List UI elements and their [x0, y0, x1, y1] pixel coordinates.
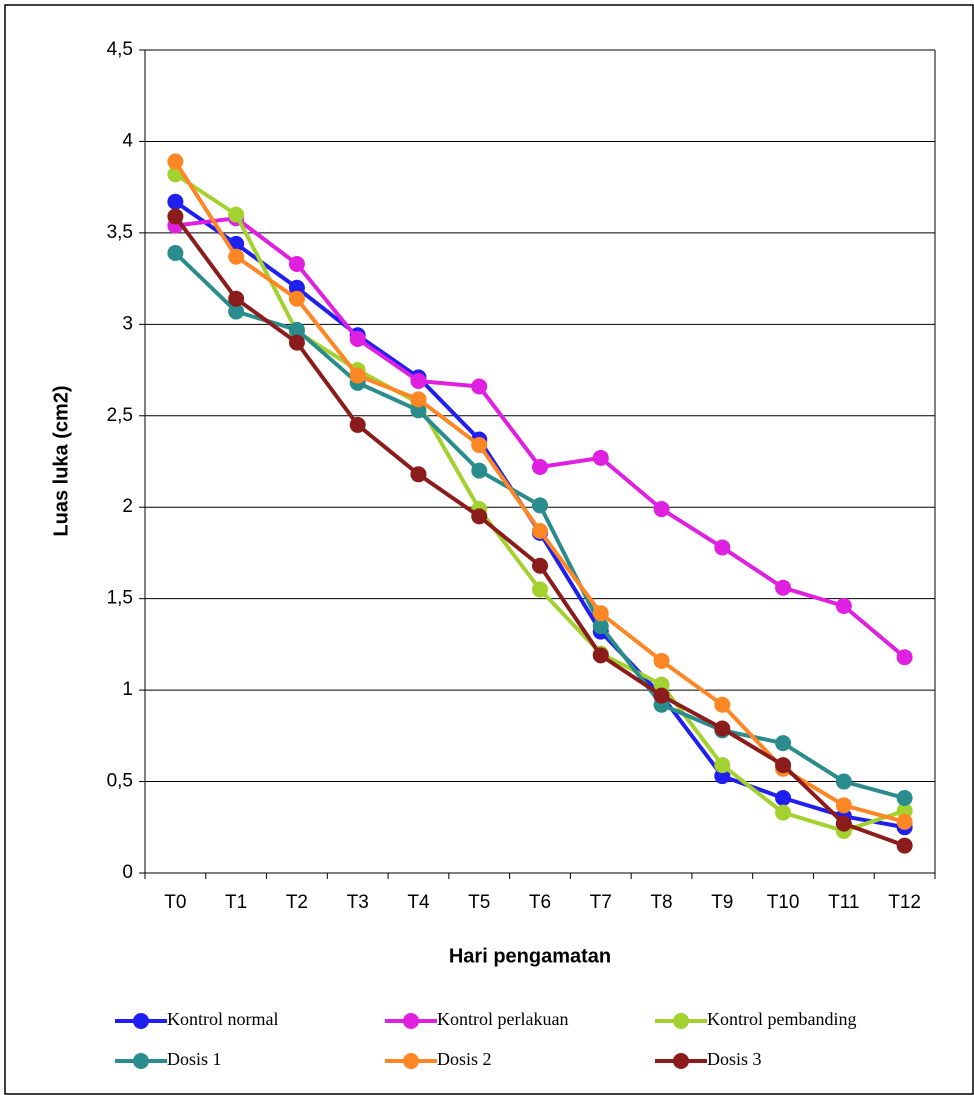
- x-axis-title: Hari pengamatan: [449, 945, 611, 967]
- data-point: [653, 652, 670, 669]
- data-point: [775, 804, 792, 821]
- legend-marker: [673, 1053, 689, 1069]
- data-point: [349, 416, 366, 433]
- data-point: [288, 321, 305, 338]
- x-tick-label: T12: [888, 892, 921, 913]
- legend-label: Kontrol perlakuan: [437, 1009, 568, 1029]
- data-point: [653, 687, 670, 704]
- x-tick-label: T7: [590, 892, 612, 913]
- data-point: [896, 802, 913, 819]
- data-point: [228, 206, 245, 223]
- data-point: [228, 303, 245, 320]
- data-point: [714, 720, 731, 737]
- data-point: [167, 245, 184, 262]
- data-point: [835, 597, 852, 614]
- legend-label: Kontrol normal: [167, 1009, 278, 1029]
- data-point: [410, 402, 427, 419]
- data-point: [714, 768, 731, 785]
- data-point: [471, 378, 488, 395]
- legend-marker: [133, 1053, 149, 1069]
- data-point: [653, 501, 670, 518]
- x-tick-label: T0: [164, 892, 186, 913]
- x-tick-label: T9: [711, 892, 733, 913]
- data-point: [775, 790, 792, 807]
- data-point: [410, 391, 427, 408]
- data-point: [714, 539, 731, 556]
- data-point: [775, 735, 792, 752]
- data-point: [896, 837, 913, 854]
- data-point: [896, 790, 913, 807]
- data-point: [288, 334, 305, 351]
- x-tick-label: T10: [767, 892, 800, 913]
- data-point: [896, 649, 913, 666]
- data-point: [835, 773, 852, 790]
- data-point: [653, 676, 670, 693]
- data-point: [532, 581, 548, 598]
- y-tick-label: 2,5: [107, 405, 133, 426]
- data-point: [288, 290, 305, 307]
- data-point: [592, 605, 609, 622]
- data-point: [896, 813, 913, 830]
- legend-marker: [403, 1053, 419, 1069]
- legend-label: Dosis 3: [707, 1049, 762, 1069]
- y-tick-label: 0,5: [107, 771, 133, 792]
- legend-marker: [133, 1013, 149, 1029]
- data-point: [532, 522, 548, 539]
- data-point: [714, 757, 731, 774]
- data-point: [592, 618, 609, 635]
- data-point: [592, 647, 609, 664]
- data-point: [167, 193, 184, 210]
- data-point: [167, 208, 184, 225]
- data-point: [410, 466, 427, 483]
- chart-border: [4, 4, 974, 1095]
- legend-label: Dosis 2: [437, 1049, 492, 1069]
- x-tick-label: T8: [650, 892, 672, 913]
- data-point: [775, 579, 792, 596]
- data-point: [532, 458, 548, 475]
- y-tick-label: 0: [122, 862, 133, 883]
- x-tick-label: T6: [529, 892, 551, 913]
- x-tick-label: T3: [347, 892, 369, 913]
- data-point: [835, 815, 852, 832]
- y-tick-label: 2: [122, 496, 133, 517]
- legend-marker: [403, 1013, 419, 1029]
- y-tick-label: 1: [122, 679, 133, 700]
- data-point: [714, 696, 731, 713]
- y-tick-label: 3,5: [107, 222, 133, 243]
- data-point: [349, 330, 366, 347]
- data-point: [775, 757, 792, 774]
- data-point: [471, 462, 488, 479]
- data-point: [349, 367, 366, 384]
- legend-label: Kontrol pembanding: [707, 1009, 856, 1029]
- data-point: [410, 373, 427, 390]
- y-tick-label: 3: [122, 313, 133, 334]
- data-point: [532, 497, 548, 514]
- legend-marker: [673, 1013, 689, 1029]
- data-point: [835, 797, 852, 814]
- data-point: [288, 255, 305, 272]
- x-tick-label: T11: [828, 892, 859, 913]
- x-tick-label: T5: [468, 892, 490, 913]
- x-tick-label: T1: [225, 892, 247, 913]
- legend-label: Dosis 1: [167, 1049, 222, 1069]
- data-point: [532, 557, 548, 574]
- data-point: [167, 153, 184, 170]
- data-point: [471, 437, 488, 454]
- data-point: [592, 449, 609, 466]
- data-point: [288, 279, 305, 296]
- y-tick-label: 4,5: [107, 39, 133, 60]
- data-point: [228, 248, 245, 265]
- x-tick-label: T4: [407, 892, 430, 913]
- x-tick-label: T2: [286, 892, 308, 913]
- data-point: [228, 290, 245, 307]
- y-tick-label: 4: [122, 130, 133, 151]
- y-axis-title: Luas luka (cm2): [50, 385, 72, 536]
- data-point: [471, 508, 488, 525]
- y-tick-label: 1,5: [107, 588, 133, 609]
